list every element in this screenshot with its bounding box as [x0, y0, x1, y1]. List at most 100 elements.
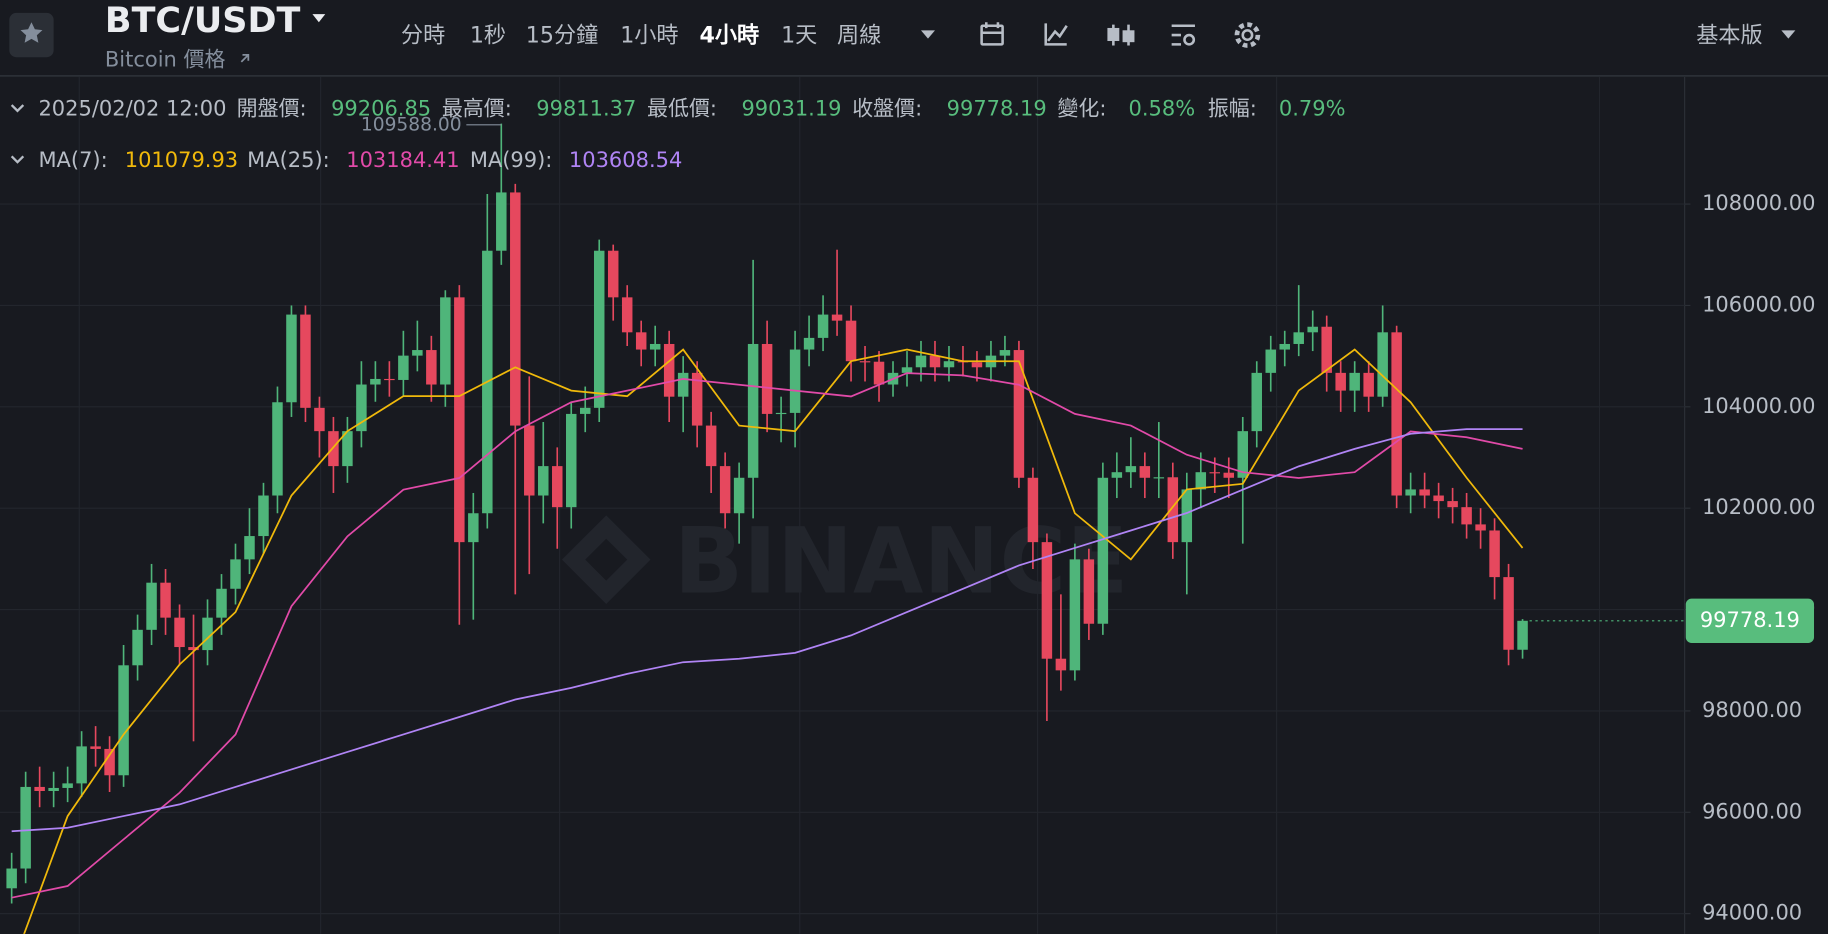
candle-body [356, 384, 367, 432]
candle-body [803, 337, 815, 350]
last-price-label: 99778.19 [1700, 608, 1800, 632]
interval-tab[interactable]: 1秒 [470, 23, 506, 49]
candle-body [1503, 577, 1514, 650]
candle-body [775, 412, 787, 415]
ma-line [11, 428, 1523, 833]
info-label: 最高價: [442, 97, 512, 121]
candle-body [160, 582, 171, 618]
price-axis: 94000.0096000.0098000.00100000.00102000.… [1684, 191, 1815, 925]
interval-tab[interactable]: 1小時 [620, 23, 678, 49]
y-tick-label: 98000.00 [1702, 698, 1802, 722]
interval-tab[interactable]: 周線 [837, 23, 881, 49]
candle-body [440, 297, 451, 385]
candle-body [747, 343, 759, 478]
candle-body [1027, 477, 1039, 543]
candle-body [1209, 472, 1221, 474]
candle-body [593, 250, 605, 408]
candle-body [999, 350, 1011, 356]
info-value: 99206.85 [331, 97, 431, 121]
interval-tab[interactable]: 分時 [401, 23, 445, 49]
watermark-text: BINANCE [674, 510, 1129, 615]
version-dropdown[interactable] [1781, 30, 1796, 39]
candle-body [1405, 489, 1416, 496]
candle-body [1097, 477, 1109, 624]
more-intervals[interactable] [920, 30, 935, 39]
candle-body [691, 372, 703, 426]
candle-body [1307, 326, 1318, 333]
candle-body [300, 314, 311, 408]
last-price-tag [1685, 598, 1815, 643]
candle-body [915, 355, 927, 368]
candle-body [817, 314, 829, 338]
candle-body [1461, 507, 1472, 525]
candle-body [761, 343, 773, 414]
candle-body [1475, 524, 1486, 531]
candle-body [831, 314, 843, 321]
candle-body [1125, 466, 1137, 473]
candle-body [76, 746, 87, 784]
colon: : [323, 148, 330, 172]
ma-name: MA(99) [470, 148, 545, 172]
info-value: 0.58% [1129, 97, 1196, 121]
candle-body [62, 783, 73, 788]
indicator-icon[interactable] [1044, 23, 1068, 46]
candle-body [1377, 332, 1388, 397]
candle-body [845, 320, 857, 362]
date-icon[interactable] [980, 22, 1004, 46]
symbol-dropdown[interactable] [312, 14, 326, 23]
layout-icon[interactable] [1171, 24, 1196, 46]
ma-value: 103608.54 [569, 148, 682, 172]
candle-body [538, 466, 549, 496]
chart-type-icon[interactable] [1107, 24, 1135, 46]
candle-body [496, 192, 507, 251]
candle-body [1363, 372, 1374, 397]
ma-line [11, 372, 1523, 899]
candle-body [1321, 326, 1332, 373]
interval-tab[interactable]: 4小時 [699, 23, 759, 49]
candle-body [314, 407, 325, 432]
candle-body [1167, 477, 1179, 543]
symbol[interactable]: BTC/USDT [105, 1, 301, 41]
colon: : [545, 148, 552, 172]
settings-icon[interactable] [1234, 22, 1261, 48]
info-value: 99031.19 [741, 97, 841, 121]
candle-body [929, 355, 941, 368]
candle-body [579, 407, 591, 414]
candle-body [230, 559, 241, 589]
candle-body [258, 495, 269, 537]
version-selector[interactable]: 基本版 [1696, 23, 1762, 49]
candle-body [552, 466, 563, 508]
external-link-icon [240, 54, 250, 63]
candle-body [859, 361, 871, 363]
interval-tabs: 分時 1秒 15分鐘 1小時 4小時 1天 周線 [401, 23, 881, 49]
interval-tab[interactable]: 1天 [781, 23, 817, 49]
plot-area [6, 123, 1685, 934]
candle-body [1153, 477, 1165, 479]
interval-tab[interactable]: 15分鐘 [526, 23, 598, 49]
ohlc-info: 2025/02/02 12:00 開盤價: 99206.85 最高價: 9981… [38, 97, 1345, 121]
subtitle[interactable]: Bitcoin 價格 [105, 48, 226, 72]
candle-body [104, 748, 115, 776]
ma-name: MA(7): [38, 148, 107, 172]
y-tick-label: 106000.00 [1702, 292, 1815, 316]
max-label: 109588.00 [361, 114, 462, 135]
candle-body [1223, 472, 1235, 478]
ma-value: 101079.93 [125, 148, 238, 172]
candle-body [1335, 372, 1346, 391]
candle-body [635, 332, 647, 350]
candle-body [621, 297, 633, 333]
collapse-icon[interactable] [10, 104, 25, 113]
candle-body [1391, 332, 1402, 496]
collapse-icon[interactable] [10, 155, 25, 164]
candle-body [1013, 350, 1025, 478]
candle-body [370, 378, 381, 385]
candle-body [146, 582, 157, 630]
candle-body [1517, 620, 1528, 650]
candle-body [244, 536, 255, 560]
ma-name: MA(99): [470, 148, 553, 172]
star-icon [20, 22, 43, 43]
info-label: 振幅: [1208, 97, 1257, 121]
toolbar-icons [980, 22, 1261, 48]
